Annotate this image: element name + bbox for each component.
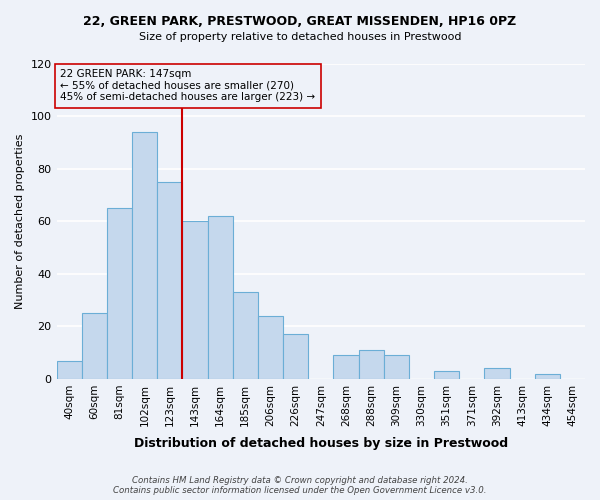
Text: 22 GREEN PARK: 147sqm
← 55% of detached houses are smaller (270)
45% of semi-det: 22 GREEN PARK: 147sqm ← 55% of detached … <box>61 69 316 102</box>
Y-axis label: Number of detached properties: Number of detached properties <box>15 134 25 309</box>
Bar <box>383 356 409 379</box>
Bar <box>107 208 132 379</box>
Text: Contains HM Land Registry data © Crown copyright and database right 2024.
Contai: Contains HM Land Registry data © Crown c… <box>113 476 487 495</box>
Bar <box>157 182 182 379</box>
Bar <box>182 222 208 379</box>
Bar <box>208 216 233 379</box>
Bar <box>283 334 308 379</box>
Bar <box>258 316 283 379</box>
Bar <box>334 356 359 379</box>
Text: Size of property relative to detached houses in Prestwood: Size of property relative to detached ho… <box>139 32 461 42</box>
Bar <box>56 360 82 379</box>
Bar <box>233 292 258 379</box>
Bar <box>82 314 107 379</box>
Text: 22, GREEN PARK, PRESTWOOD, GREAT MISSENDEN, HP16 0PZ: 22, GREEN PARK, PRESTWOOD, GREAT MISSEND… <box>83 15 517 28</box>
Bar <box>132 132 157 379</box>
Bar <box>359 350 383 379</box>
Bar <box>535 374 560 379</box>
Bar <box>484 368 509 379</box>
Bar <box>434 371 459 379</box>
X-axis label: Distribution of detached houses by size in Prestwood: Distribution of detached houses by size … <box>134 437 508 450</box>
